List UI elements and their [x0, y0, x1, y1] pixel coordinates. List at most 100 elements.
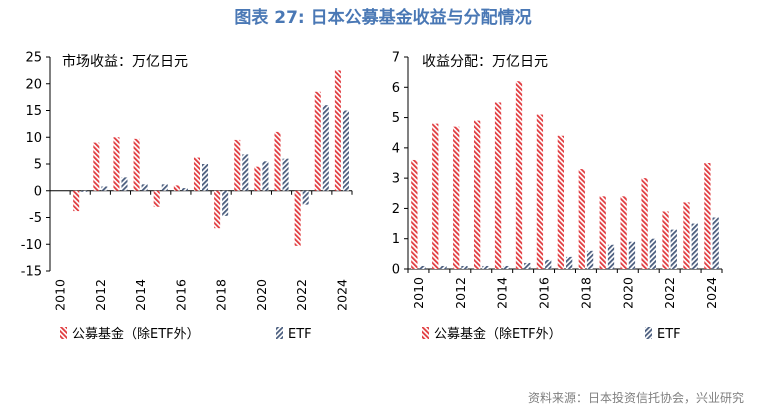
fund-bar [173, 185, 180, 191]
etf-bar [482, 265, 489, 269]
fund-bar [599, 196, 606, 269]
y-tick-label: 1 [392, 232, 400, 247]
fund-bar [113, 137, 120, 191]
legend-swatch-etf [645, 327, 652, 339]
fund-bar [641, 178, 648, 269]
x-tick-label: 2010 [53, 279, 68, 311]
y-tick-label: 2 [392, 202, 400, 217]
etf-bar [649, 238, 657, 269]
fund-bar [274, 131, 281, 191]
fund-bar [133, 138, 140, 191]
fund-bar [704, 163, 711, 269]
x-tick-label: 2020 [254, 279, 269, 311]
fund-bar [473, 120, 481, 269]
y-tick-label: 5 [392, 111, 400, 126]
etf-bar [81, 190, 88, 192]
figure-title: 图表 27: 日本公募基金收益与分配情况 [234, 8, 532, 28]
y-tick-label: 0 [392, 263, 400, 278]
etf-bar [712, 217, 719, 269]
fund-bar [193, 157, 200, 191]
chart-title: 市场收益：万亿日元 [62, 53, 188, 70]
legend-swatch-fund [60, 327, 67, 339]
etf-bar [161, 184, 168, 191]
etf-bar [322, 105, 329, 191]
fund-bar [294, 190, 301, 246]
fund-bar [334, 70, 341, 191]
fund-bar [432, 123, 439, 269]
x-tick-label: 2022 [662, 277, 677, 309]
fund-bar [683, 202, 690, 269]
chart-title: 收益分配：万亿日元 [422, 54, 548, 70]
etf-bar [566, 256, 573, 269]
etf-bar [503, 265, 510, 269]
income-distribution-chart: 0 1 2 3 4 5 6 7 2010 2012 2014 2016 2018 2020 2022 2024… [392, 51, 723, 342]
etf-bar [262, 161, 269, 191]
y-tick-label: 20 [25, 77, 42, 92]
legend-label-etf: ETF [657, 327, 681, 342]
x-tick-label: 2018 [214, 279, 229, 311]
fund-bar [254, 166, 261, 191]
fund-bar [214, 190, 221, 229]
y-tick-label: 6 [392, 81, 400, 96]
etf-bar [181, 188, 188, 191]
y-tick-label: 3 [392, 172, 400, 187]
etf-bar [141, 184, 148, 191]
etf-bar [282, 158, 289, 191]
etf-bar [101, 186, 108, 191]
fund-bar [515, 81, 523, 269]
etf-bar [545, 259, 552, 269]
x-tick-label: 2014 [495, 277, 510, 309]
etf-bar [222, 190, 229, 216]
y-tick-label: -10 [21, 238, 42, 253]
x-tick-label: 2014 [133, 279, 148, 311]
y-tick-label: 4 [392, 141, 400, 156]
etf-bar [628, 241, 636, 269]
fund-bar [620, 196, 627, 269]
fund-bar [536, 114, 544, 270]
x-tick-label: 2016 [173, 279, 188, 311]
fund-bar [411, 159, 418, 269]
fund-bar [234, 139, 241, 191]
etf-bar [302, 190, 309, 205]
x-tick-label: 2010 [411, 277, 426, 309]
etf-bar [440, 265, 447, 269]
x-tick-label: 2022 [294, 279, 309, 311]
etf-bar [691, 223, 698, 269]
fund-bar [453, 126, 460, 270]
y-tick-label: -15 [21, 265, 42, 280]
source-note: 资料来源：日本投资信托协会，兴业研究 [527, 391, 744, 405]
x-tick-label: 2012 [93, 279, 108, 311]
x-tick-label: 2024 [704, 277, 719, 309]
fund-bar [557, 135, 564, 269]
fund-bar [73, 190, 80, 212]
y-tick-label: 25 [25, 51, 42, 66]
x-tick-label: 2020 [620, 277, 635, 309]
legend-label-etf: ETF [288, 327, 312, 342]
etf-bar [461, 265, 468, 269]
y-tick-label: 7 [392, 51, 400, 66]
etf-bar [342, 110, 349, 191]
fund-bar [93, 142, 100, 191]
x-tick-label: 2018 [578, 277, 593, 309]
y-tick-label: 15 [25, 104, 42, 119]
fund-bar [494, 102, 502, 269]
x-tick-label: 2024 [334, 279, 349, 311]
fund-bar [578, 169, 585, 269]
legend-swatch-fund [422, 327, 429, 339]
y-tick-label: 0 [34, 184, 42, 199]
etf-bar [586, 250, 594, 269]
y-tick-label: 10 [25, 131, 42, 146]
fund-bar [314, 91, 321, 191]
etf-bar [419, 265, 426, 269]
x-tick-label: 2016 [537, 277, 552, 309]
fund-bar [153, 190, 160, 207]
y-tick-label: 5 [34, 158, 42, 173]
etf-bar [670, 229, 677, 269]
etf-bar [607, 244, 615, 269]
legend-swatch-etf [276, 327, 283, 339]
etf-bar [242, 154, 249, 191]
etf-bar [121, 177, 128, 191]
y-tick-label: -5 [29, 211, 42, 226]
legend-label-fund: 公募基金（除ETF外） [434, 326, 562, 342]
